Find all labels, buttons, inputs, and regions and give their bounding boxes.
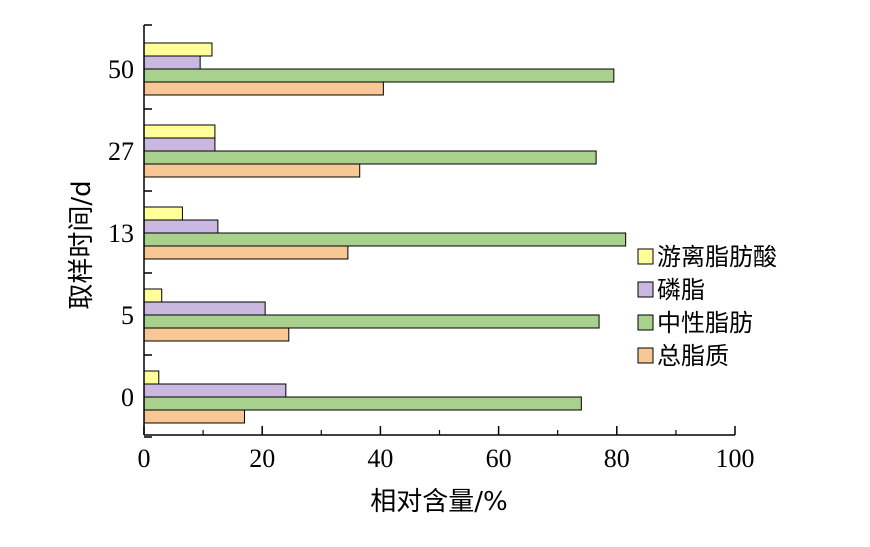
bars-group <box>143 42 627 424</box>
y-tick-label: 13 <box>108 219 134 248</box>
bar-中性脂肪-5 <box>143 314 600 329</box>
x-axis-title: 相对含量/% <box>370 487 507 517</box>
bar-中性脂肪-27 <box>143 150 597 165</box>
bar-游离脂肪酸-27 <box>143 124 216 139</box>
legend-label-磷脂: 磷脂 <box>657 276 705 304</box>
bar-游离脂肪酸-50 <box>143 42 213 57</box>
y-tick-label: 5 <box>121 301 134 330</box>
x-ticks: 0 20 40 60 80 100 <box>138 426 755 473</box>
bar-磷脂-27 <box>143 137 216 152</box>
x-tick-label: 80 <box>604 444 630 473</box>
y-tick-label: 27 <box>108 137 134 166</box>
bar-总脂质-13 <box>143 245 349 260</box>
y-tick-label: 0 <box>121 383 134 412</box>
x-tick-label: 40 <box>367 444 393 473</box>
bar-游离脂肪酸-0 <box>143 370 160 385</box>
x-tick-label: 60 <box>486 444 512 473</box>
legend-label-游离脂肪酸: 游离脂肪酸 <box>657 243 777 271</box>
legend-label-中性脂肪: 中性脂肪 <box>657 309 753 337</box>
bar-总脂质-5 <box>143 327 290 342</box>
bar-磷脂-5 <box>143 301 266 316</box>
legend-swatch-总脂质 <box>637 347 654 364</box>
bar-总脂质-50 <box>143 81 384 96</box>
bar-中性脂肪-0 <box>143 396 582 411</box>
bar-磷脂-0 <box>143 383 287 398</box>
legend-swatch-中性脂肪 <box>637 314 654 331</box>
y-ticks: 0 5 13 27 50 <box>108 24 152 438</box>
bar-磷脂-13 <box>143 219 219 234</box>
bar-游离脂肪酸-13 <box>143 206 183 221</box>
legend-swatch-磷脂 <box>637 281 654 298</box>
bar-中性脂肪-50 <box>143 68 615 83</box>
bar-游离脂肪酸-5 <box>143 288 163 303</box>
bar-总脂质-27 <box>143 163 361 178</box>
bar-中性脂肪-13 <box>143 232 627 247</box>
x-tick-label: 20 <box>249 444 275 473</box>
y-axis-title: 取样时间/d <box>67 180 97 309</box>
x-tick-label: 100 <box>716 444 755 473</box>
bar-总脂质-0 <box>143 409 245 424</box>
bar-磷脂-50 <box>143 55 201 70</box>
x-tick-label: 0 <box>138 444 151 473</box>
legend-swatch-游离脂肪酸 <box>637 248 654 265</box>
y-tick-label: 50 <box>108 55 134 84</box>
legend-label-总脂质: 总脂质 <box>657 342 729 370</box>
